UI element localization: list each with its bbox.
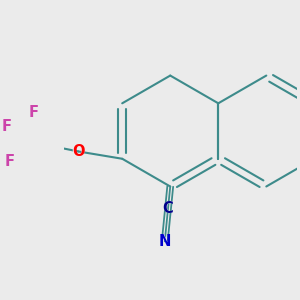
Text: F: F [4,154,15,169]
Text: O: O [72,144,85,159]
Text: F: F [28,105,39,120]
Text: F: F [2,119,12,134]
Text: F: F [28,105,38,120]
Text: C: C [163,201,173,216]
Text: F: F [5,154,15,169]
Text: O: O [72,144,85,159]
Text: N: N [159,234,171,249]
Text: C: C [162,201,174,216]
Text: F: F [2,119,12,134]
Text: N: N [158,234,172,249]
